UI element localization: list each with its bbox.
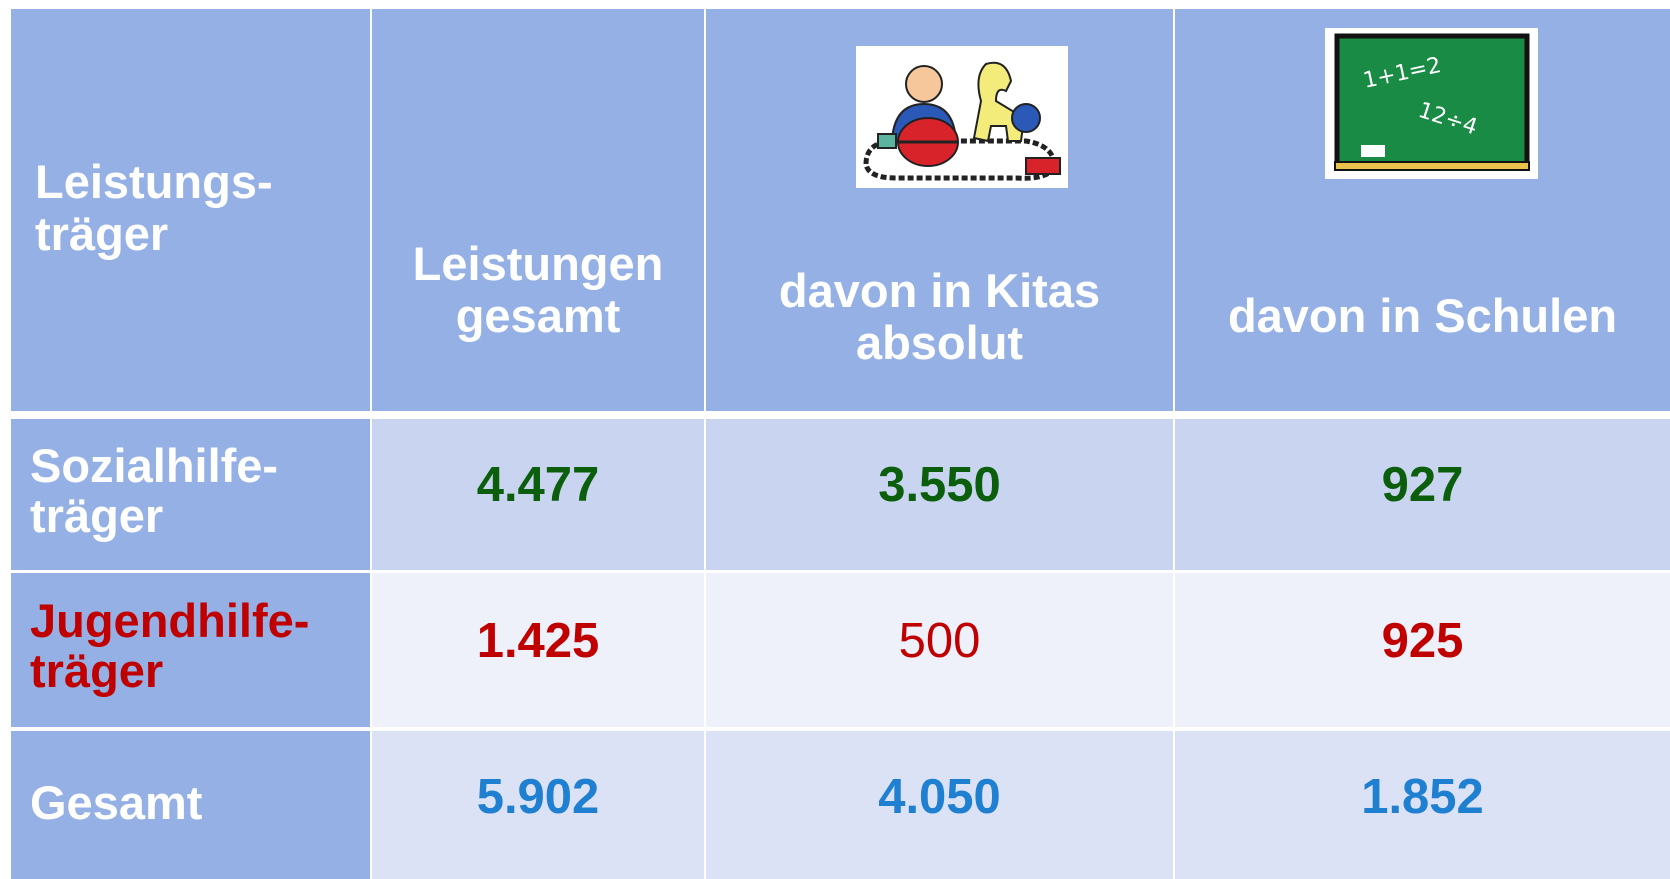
header-text: Leistungs- träger xyxy=(35,155,273,260)
cell-value: 925 xyxy=(1381,614,1464,668)
cell-value: 927 xyxy=(1381,458,1464,512)
row-label-cell: Sozialhilfe- träger xyxy=(11,419,370,570)
cell-value: 1.425 xyxy=(476,614,600,668)
row-label-cell: Jugendhilfe- träger xyxy=(11,573,370,727)
row-label: Sozialhilfe- träger xyxy=(30,439,279,542)
cell: 3.550 xyxy=(706,419,1173,570)
cell-value: 3.550 xyxy=(878,458,1001,512)
cell: 500 xyxy=(706,573,1173,727)
kita-icon xyxy=(856,46,1068,188)
cell-value: 500 xyxy=(898,614,981,668)
cell: 1.425 xyxy=(372,573,704,727)
header-cell: 1+1=2 12÷4 davon in Schulen xyxy=(1175,9,1670,411)
cell: 1.852 xyxy=(1175,731,1670,879)
cell: 4.050 xyxy=(706,731,1173,879)
header-cell: Leistungen gesamt xyxy=(372,9,704,411)
header-text: davon in Kitas absolut xyxy=(778,264,1101,369)
row-label: Gesamt xyxy=(30,776,203,829)
cell: 4.477 xyxy=(372,419,704,570)
school-icon: 1+1=2 12÷4 xyxy=(1325,28,1538,179)
cell: 5.902 xyxy=(372,731,704,879)
cell-value: 4.050 xyxy=(878,770,1001,824)
cell-value: 5.902 xyxy=(476,770,600,824)
row-label: Jugendhilfe- träger xyxy=(30,594,310,697)
header-cell: Leistungs- träger xyxy=(11,9,370,411)
cell: 925 xyxy=(1175,573,1670,727)
cell-value: 4.477 xyxy=(476,458,600,512)
row-label-cell: Gesamt xyxy=(11,731,370,879)
cell: 927 xyxy=(1175,419,1670,570)
header-cell: davon in Kitas absolut xyxy=(706,9,1173,411)
header-text: davon in Schulen xyxy=(1227,289,1618,342)
header-text: Leistungen gesamt xyxy=(412,237,664,342)
cell-value: 1.852 xyxy=(1361,770,1484,824)
